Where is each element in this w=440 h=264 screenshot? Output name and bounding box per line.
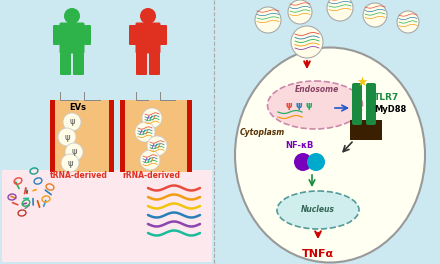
Circle shape	[140, 8, 156, 24]
Text: MyD88: MyD88	[374, 105, 406, 114]
Text: TNFα: TNFα	[302, 249, 334, 259]
Text: Endosome: Endosome	[295, 85, 339, 94]
Text: EVs: EVs	[70, 103, 87, 112]
FancyBboxPatch shape	[352, 83, 362, 125]
Text: tRNA-derived: tRNA-derived	[50, 171, 108, 180]
Text: ψ: ψ	[64, 133, 70, 142]
Ellipse shape	[235, 48, 425, 262]
Text: ★: ★	[356, 76, 368, 88]
Bar	[50, 100, 114, 172]
Text: rRNA-derived: rRNA-derived	[122, 171, 180, 180]
Bar	[2, 170, 212, 262]
FancyBboxPatch shape	[82, 25, 91, 45]
Bar	[187, 100, 192, 172]
Circle shape	[288, 0, 312, 24]
FancyBboxPatch shape	[53, 25, 62, 45]
Circle shape	[397, 11, 419, 33]
FancyBboxPatch shape	[73, 51, 84, 75]
Circle shape	[327, 0, 353, 21]
FancyBboxPatch shape	[59, 22, 84, 54]
Circle shape	[63, 113, 81, 131]
Text: Nucleus: Nucleus	[301, 205, 335, 214]
Circle shape	[135, 122, 155, 142]
Ellipse shape	[268, 81, 363, 129]
Circle shape	[147, 136, 167, 156]
Bar	[350, 120, 382, 140]
Bar	[120, 100, 125, 172]
Circle shape	[142, 108, 162, 128]
Text: ψ: ψ	[69, 117, 75, 126]
Text: NF-κB: NF-κB	[285, 141, 313, 150]
FancyBboxPatch shape	[158, 25, 167, 45]
Text: ψ: ψ	[295, 101, 302, 110]
Ellipse shape	[277, 191, 359, 229]
FancyBboxPatch shape	[129, 25, 138, 45]
Bar	[120, 100, 192, 172]
Circle shape	[363, 3, 387, 27]
Bar	[50, 100, 55, 172]
Circle shape	[64, 8, 80, 24]
FancyBboxPatch shape	[136, 51, 147, 75]
Text: ψ: ψ	[71, 148, 77, 157]
Bar	[0, 0, 213, 264]
Circle shape	[294, 153, 312, 171]
FancyBboxPatch shape	[149, 51, 160, 75]
Bar	[214, 0, 440, 264]
Text: Cytoplasm: Cytoplasm	[240, 128, 285, 137]
FancyBboxPatch shape	[136, 22, 161, 54]
Circle shape	[140, 150, 160, 170]
FancyBboxPatch shape	[366, 83, 376, 125]
Text: ψ: ψ	[67, 158, 73, 167]
Text: TLR7: TLR7	[374, 93, 399, 102]
FancyBboxPatch shape	[60, 51, 71, 75]
Circle shape	[255, 7, 281, 33]
Circle shape	[291, 26, 323, 58]
Text: ψ: ψ	[285, 101, 292, 110]
Circle shape	[61, 154, 79, 172]
Circle shape	[307, 153, 325, 171]
Circle shape	[58, 128, 76, 146]
Circle shape	[65, 143, 83, 161]
Bar	[109, 100, 114, 172]
Text: ψ: ψ	[305, 101, 312, 110]
